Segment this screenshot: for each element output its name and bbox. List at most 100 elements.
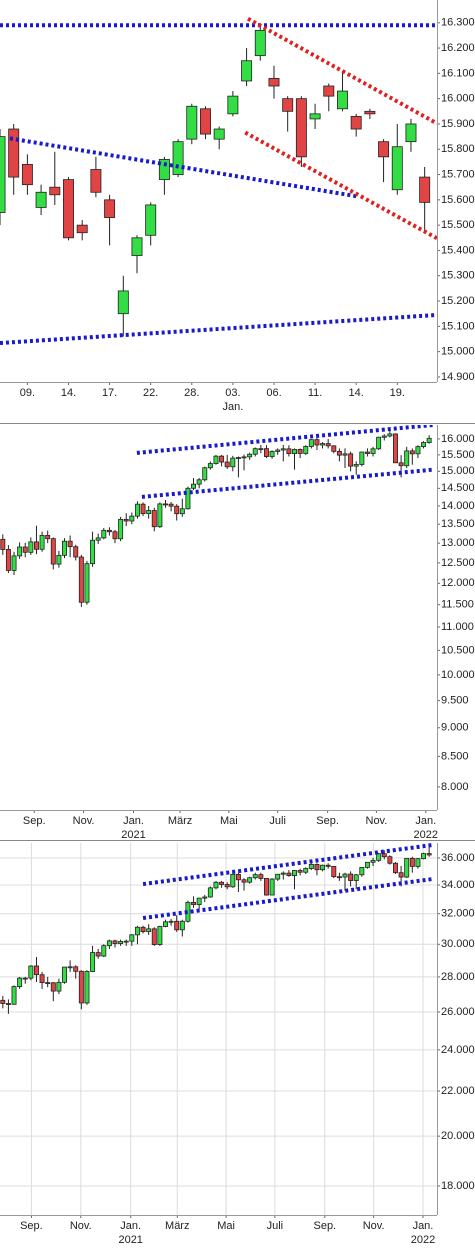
- candle-body: [76, 224, 88, 234]
- candle-body: [123, 518, 129, 522]
- candle-body: [331, 865, 337, 878]
- candle-body: [269, 878, 275, 896]
- candle-body: [252, 448, 258, 455]
- x-tick-label: 03.: [225, 387, 240, 399]
- candle-body: [393, 862, 398, 874]
- candle-body: [292, 870, 297, 876]
- y-tick-label: 16.200: [441, 42, 475, 54]
- candle-body: [0, 136, 6, 213]
- y-tick-label: 12.500: [441, 557, 475, 569]
- candle-body: [252, 874, 258, 879]
- candle-body: [213, 128, 225, 140]
- y-tick-label: 15.900: [441, 118, 475, 130]
- x-tick-label: Jan.: [123, 815, 144, 827]
- x-tick-label: 22.: [143, 387, 158, 399]
- x-tick-label: 19.: [390, 387, 405, 399]
- candle-body: [258, 448, 264, 451]
- y-tick-label: 15.700: [441, 168, 475, 180]
- x-tick-label: 09.: [20, 387, 35, 399]
- candle-body: [33, 965, 39, 976]
- candle-body: [303, 868, 309, 873]
- candle-body: [101, 945, 107, 957]
- x-sub-label: Jan.: [222, 401, 243, 413]
- candle-body: [409, 857, 415, 867]
- trend-line: [244, 130, 437, 241]
- trend-line: [142, 843, 433, 887]
- y-tick-label: 30.000: [441, 938, 475, 950]
- candle-body: [370, 448, 376, 454]
- candle-body: [17, 977, 23, 988]
- candle-body: [213, 881, 219, 889]
- candle-body: [146, 510, 152, 515]
- candle-body: [350, 115, 362, 130]
- candle-body: [22, 546, 28, 553]
- x-tick-label: Sep.: [316, 815, 339, 827]
- candle-body: [378, 141, 390, 158]
- candle-body: [241, 60, 253, 82]
- candle-body: [415, 858, 421, 867]
- candle-body: [224, 884, 230, 888]
- candle-body: [230, 873, 236, 888]
- candle-body: [364, 861, 370, 868]
- plot-area: [0, 843, 437, 1215]
- candle-body: [35, 191, 47, 208]
- candle-body: [263, 448, 269, 457]
- candle-body: [275, 873, 281, 880]
- candle-body: [348, 873, 354, 881]
- candle-body: [84, 563, 90, 603]
- candle-body: [409, 450, 415, 455]
- candle-body: [323, 85, 335, 97]
- candle-body: [28, 965, 34, 979]
- trend-line: [142, 877, 433, 921]
- y-tick-label: 16.300: [441, 17, 475, 29]
- candle-body: [196, 479, 202, 485]
- candle-body: [219, 455, 225, 463]
- candle-body: [158, 158, 170, 181]
- candle-body: [163, 921, 168, 927]
- candle-body: [172, 141, 184, 175]
- candle-body: [398, 462, 404, 467]
- candle-body: [336, 450, 342, 456]
- candle-body: [404, 857, 410, 878]
- candle-body: [364, 110, 376, 115]
- candle-body: [325, 864, 331, 867]
- candle-body: [314, 439, 320, 446]
- y-tick-label: 26.000: [441, 1006, 475, 1018]
- candle-body: [157, 926, 163, 945]
- candle-body: [101, 529, 107, 539]
- candle-body: [84, 971, 90, 1004]
- candle-body: [391, 146, 403, 191]
- candle-body: [123, 940, 129, 943]
- candle-body: [106, 529, 112, 533]
- x-tick-label: Jan.: [413, 1220, 434, 1232]
- plot-area: [0, 425, 434, 607]
- y-tick-label: 14.900: [441, 371, 475, 383]
- candle-body: [50, 538, 56, 565]
- candle-body: [421, 442, 427, 448]
- y-tick-label: 20.000: [441, 1130, 475, 1142]
- candle-body: [421, 853, 427, 860]
- candle-body: [309, 113, 321, 120]
- candle-body: [224, 461, 230, 468]
- candle-body: [185, 487, 191, 510]
- candle-body: [45, 534, 51, 540]
- candle-body: [202, 896, 208, 899]
- candle-body: [191, 483, 197, 489]
- candle-body: [179, 508, 185, 515]
- candle-body: [131, 237, 143, 256]
- y-tick-label: 15.800: [441, 143, 475, 155]
- candle-body: [325, 443, 331, 447]
- candle-body: [112, 531, 118, 540]
- candle-body: [118, 518, 124, 540]
- y-tick-label: 15.600: [441, 194, 475, 206]
- y-tick-label: 13.000: [441, 537, 475, 549]
- candle-body: [95, 537, 101, 541]
- candle-body: [174, 920, 180, 931]
- candle-body: [95, 952, 101, 957]
- candle-body: [286, 448, 292, 454]
- candle-body: [381, 853, 387, 858]
- y-tick-label: 9.000: [441, 722, 469, 734]
- candle-body: [50, 982, 56, 992]
- candle-body: [17, 546, 23, 557]
